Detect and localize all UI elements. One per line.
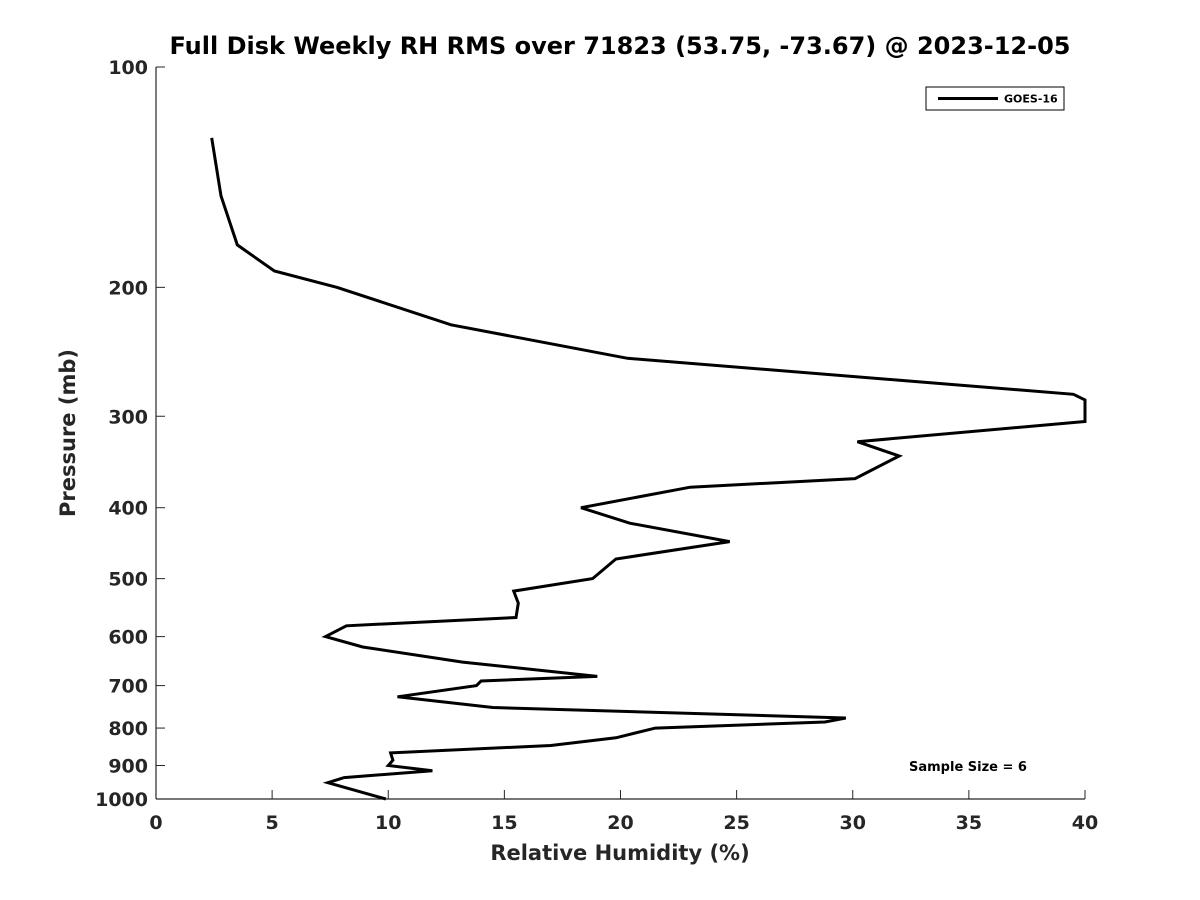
y-tick-label: 600 (108, 627, 148, 649)
x-tick-label: 30 (840, 812, 866, 834)
series (210, 137, 1087, 801)
y-tick-label: 200 (108, 277, 148, 299)
y-tick-label: 300 (108, 406, 148, 428)
ticks: 0 5 10 15 20 25 30 35 40 100 200 300 400 500 600 700 800… (95, 57, 1098, 834)
y-tick-label: 100 (108, 57, 148, 79)
legend-label-goes-16: GOES-16 (1004, 93, 1058, 106)
y-tick-label: 800 (108, 718, 148, 740)
x-tick-label: 25 (723, 812, 749, 834)
chart-title: Full Disk Weekly RH RMS over 71823 (53.7… (169, 32, 1070, 60)
legend: GOES-16 (925, 86, 1065, 111)
series-line-goes-16 (210, 137, 1087, 801)
x-tick-label: 10 (375, 812, 401, 834)
y-tick-label: 1000 (95, 789, 148, 811)
x-tick-label: 5 (266, 812, 279, 834)
y-tick-label: 500 (108, 569, 148, 591)
x-tick-label: 0 (149, 812, 162, 834)
y-tick-label: 400 (108, 498, 148, 520)
x-axis-label: Relative Humidity (%) (490, 841, 749, 865)
y-tick-label: 700 (108, 676, 148, 698)
x-tick-label: 40 (1072, 812, 1098, 834)
x-tick-label: 20 (607, 812, 633, 834)
sample-size-annotation: Sample Size = 6 (909, 760, 1027, 775)
x-tick-label: 15 (491, 812, 517, 834)
y-axis-label: Pressure (mb) (56, 349, 80, 517)
x-tick-label: 35 (956, 812, 982, 834)
y-tick-label: 900 (108, 756, 148, 778)
